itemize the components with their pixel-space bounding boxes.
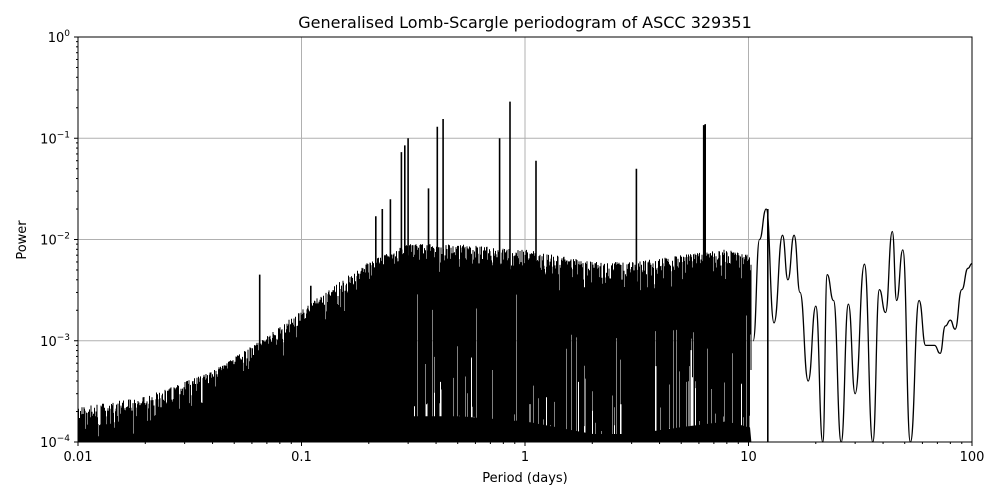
long-period-curve <box>752 208 973 443</box>
y-tick-label: 10−2 <box>40 232 70 249</box>
periodogram-series <box>77 101 973 443</box>
y-tick-label: 100 <box>48 29 71 46</box>
y-axis-label: Power <box>15 220 30 260</box>
y-tick-label: 10−3 <box>40 333 70 350</box>
x-tick-label: 0.1 <box>291 450 312 465</box>
periodogram-peaks <box>258 101 769 442</box>
x-tick-label: 100 <box>960 450 985 465</box>
x-tick-label: 1 <box>521 450 529 465</box>
y-tick-label: 10−1 <box>40 130 70 147</box>
x-axis-ticks: 0.01 0.1 1 10 100 <box>64 442 985 465</box>
y-tick-label: 10−4 <box>40 434 70 451</box>
x-tick-label: 10 <box>740 450 757 465</box>
y-axis-ticks: 10−4 10−3 10−2 10−1 100 <box>40 29 78 451</box>
chart-title: Generalised Lomb-Scargle periodogram of … <box>298 13 752 32</box>
x-tick-label: 0.01 <box>64 450 93 465</box>
x-axis-label: Period (days) <box>482 471 568 486</box>
